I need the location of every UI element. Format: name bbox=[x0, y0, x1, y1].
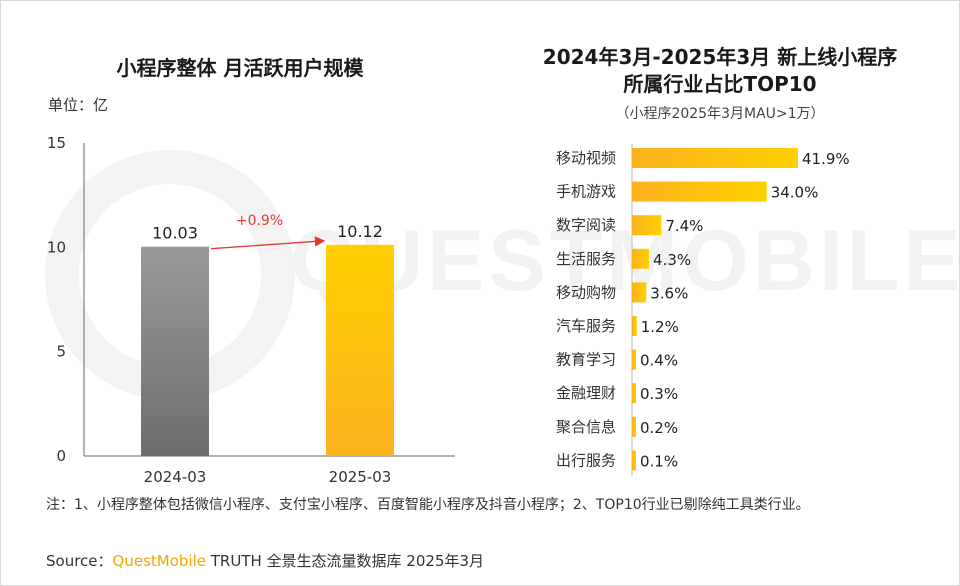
hbar-移动购物 bbox=[632, 282, 647, 303]
footnote: 注：1、小程序整体包括微信小程序、支付宝小程序、百度智能小程序及抖音小程序；2、… bbox=[46, 497, 810, 513]
hbar-汽车服务 bbox=[632, 316, 637, 336]
right-chart-subtitle: （小程序2025年3月MAU>1万） bbox=[615, 106, 825, 122]
hbar-value-label: 0.3% bbox=[640, 385, 678, 403]
x-tick-label: 2025-03 bbox=[329, 468, 392, 486]
hbar-value-label: 41.9% bbox=[802, 150, 850, 168]
bar-2024-03 bbox=[141, 246, 209, 456]
right-chart-title-line2: 所属行业占比TOP10 bbox=[623, 72, 817, 96]
y-tick-label: 15 bbox=[47, 134, 66, 152]
hbar-金融理财 bbox=[632, 383, 636, 404]
source-rest: TRUTH 全景生态流量数据库 2025年3月 bbox=[205, 552, 485, 570]
category-label: 聚合信息 bbox=[556, 418, 616, 436]
category-label: 出行服务 bbox=[556, 451, 616, 469]
hbar-出行服务 bbox=[632, 450, 636, 471]
left-chart-unit: 单位：亿 bbox=[48, 96, 109, 114]
category-label: 汽车服务 bbox=[556, 317, 616, 335]
category-label: 手机游戏 bbox=[556, 183, 616, 201]
source-line: Source：QuestMobile TRUTH 全景生态流量数据库 2025年… bbox=[46, 550, 484, 571]
hbar-value-label: 0.4% bbox=[640, 352, 678, 370]
hbar-移动视频 bbox=[632, 148, 798, 168]
x-tick-label: 2024-03 bbox=[144, 468, 207, 486]
right-chart-title: 2024年3月-2025年3月 新上线小程序 所属行业占比TOP10 bbox=[500, 44, 940, 98]
left-chart-title: 小程序整体 月活跃用户规模 bbox=[116, 56, 364, 80]
category-label: 移动视频 bbox=[556, 149, 616, 167]
right-bar-chart: 移动视频 41.9% 手机游戏 34.0% 数字阅读 7.4% 生活服务 4.3% 移动购物 3.… bbox=[556, 144, 850, 476]
hbar-手机游戏 bbox=[632, 181, 767, 202]
hbar-value-label: 0.2% bbox=[640, 419, 678, 437]
source-prefix: Source： bbox=[46, 552, 113, 570]
hbar-聚合信息 bbox=[632, 416, 636, 437]
growth-label: +0.9% bbox=[236, 213, 283, 229]
watermark-text: QUESTMOBILE bbox=[290, 213, 960, 309]
y-tick-label: 10 bbox=[47, 238, 66, 256]
hbar-教育学习 bbox=[632, 349, 636, 370]
hbar-value-label: 1.2% bbox=[641, 318, 679, 336]
hbar-value-label: 3.6% bbox=[650, 284, 688, 302]
hbar-value-label: 0.1% bbox=[640, 452, 678, 470]
hbar-value-label: 7.4% bbox=[665, 217, 703, 235]
category-label: 移动购物 bbox=[556, 283, 616, 301]
bar-value-label: 10.03 bbox=[152, 224, 198, 243]
y-tick-label: 5 bbox=[56, 343, 66, 361]
hbar-生活服务 bbox=[632, 248, 650, 269]
source-brand: QuestMobile bbox=[112, 552, 206, 570]
left-bar-chart: 0 5 10 15 10.03 2024-03 10.12 2025-03 +0.9% bbox=[47, 134, 455, 486]
growth-arrow bbox=[210, 236, 326, 250]
hbar-value-label: 4.3% bbox=[653, 251, 691, 269]
category-label: 数字阅读 bbox=[556, 216, 616, 234]
category-label: 金融理财 bbox=[556, 384, 616, 402]
category-label: 生活服务 bbox=[556, 250, 616, 268]
hbar-value-label: 34.0% bbox=[771, 184, 819, 202]
y-tick-label: 0 bbox=[56, 447, 66, 465]
hbar-数字阅读 bbox=[632, 215, 662, 236]
right-chart-title-line1: 2024年3月-2025年3月 新上线小程序 bbox=[542, 45, 898, 69]
category-label: 教育学习 bbox=[556, 351, 616, 369]
bar-2025-03 bbox=[326, 244, 394, 456]
bar-value-label: 10.12 bbox=[337, 222, 383, 241]
